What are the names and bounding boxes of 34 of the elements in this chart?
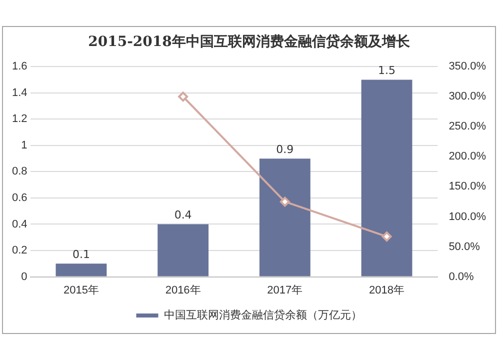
y2-tick-label: 250.0% <box>448 120 486 133</box>
y2-tick-label: 300.0% <box>448 90 486 103</box>
x-tick-label: 2015年 <box>63 284 99 296</box>
y-tick-label: 0.6 <box>12 192 28 204</box>
y-tick-label: 1.2 <box>12 113 28 126</box>
x-tick-label: 2016年 <box>165 284 201 296</box>
y-tick-label: 0.4 <box>12 218 28 230</box>
y-tick-label: 1.6 <box>12 60 28 73</box>
data-label: 1.5 <box>378 64 396 78</box>
data-label: 0.1 <box>72 248 90 262</box>
y2-tick-label: 0.0% <box>448 270 474 283</box>
bar <box>158 224 209 276</box>
chart-title: 2015-2018年中国互联网消费金融信贷余额及增长 <box>87 33 411 51</box>
point <box>178 92 188 102</box>
point <box>280 196 290 207</box>
bar <box>361 80 412 276</box>
bar <box>259 158 310 276</box>
y2-tick-label: 200.0% <box>448 150 486 163</box>
bar <box>56 264 107 276</box>
y2-tick-label: 100.0% <box>448 210 486 223</box>
data-label: 0.4 <box>174 208 192 222</box>
y-tick-label: 0.8 <box>12 166 28 178</box>
y2-tick-label: 350.0% <box>448 60 486 73</box>
y-tick-label: 1.4 <box>12 86 28 99</box>
data-label: 0.9 <box>276 142 294 156</box>
legend-label: 中国互联网消费金融信贷余额（万亿元） <box>164 308 362 322</box>
y-tick-label: 1 <box>21 139 28 152</box>
x-tick-label: 2017年 <box>267 284 303 296</box>
y2-tick-label: 50.0% <box>448 240 480 253</box>
y2-tick-label: 150.0% <box>448 180 486 193</box>
y-tick-label: 0.2 <box>12 244 28 257</box>
y-tick-label: 0 <box>21 270 28 283</box>
point <box>382 232 392 242</box>
x-tick-label: 2018年 <box>369 284 405 296</box>
